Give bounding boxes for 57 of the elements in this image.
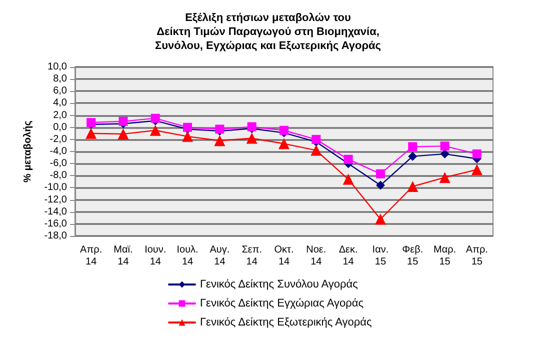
y-tick-label: 10,0 — [48, 62, 68, 72]
y-tick-label: -10,0 — [44, 182, 68, 194]
y-tick-label: -2,0 — [50, 134, 68, 145]
point — [376, 169, 385, 178]
x-tick-label: Απρ. 15 — [466, 244, 488, 268]
point — [408, 142, 418, 152]
legend-label: Γενικός Δείκτης Εγχώριας Αγοράς — [200, 298, 364, 310]
point — [408, 152, 418, 161]
point — [278, 138, 290, 150]
point — [118, 116, 128, 126]
point — [150, 114, 160, 123]
x-tick-label: Ιουν. 14 — [144, 244, 166, 268]
point — [280, 126, 288, 135]
y-tick-label: 2,0 — [53, 110, 68, 121]
x-tick-label: Ιαν. 15 — [372, 244, 389, 268]
y-tick-label: -14,0 — [44, 206, 68, 218]
point — [342, 174, 354, 185]
point — [312, 134, 321, 144]
y-tick-label: -8,0 — [50, 170, 68, 182]
legend-label: Γενικός Δείκτης Εξωτερικής Αγοράς — [200, 316, 372, 328]
y-tick-label: 0,0 — [53, 122, 68, 133]
point — [440, 142, 450, 151]
y-tick-label: -18,0 — [44, 230, 68, 242]
x-tick-label: Δεκ. 14 — [338, 244, 358, 268]
point — [246, 132, 258, 144]
x-tick-label: Απρ. 14 — [80, 244, 102, 268]
y-tick-label: 8,0 — [53, 74, 68, 85]
y-tick-label: -6,0 — [50, 158, 68, 170]
x-tick-label: Μαρ. 15 — [433, 244, 456, 268]
x-tick-label: Ιουλ. 14 — [176, 244, 198, 268]
y-tick-label: -16,0 — [44, 218, 68, 230]
point — [376, 180, 385, 190]
point — [472, 149, 482, 158]
point — [150, 124, 161, 136]
x-tick-label: Φεβ. 15 — [402, 244, 424, 268]
point — [310, 144, 322, 156]
x-tick-label: Μαϊ. 14 — [114, 244, 133, 268]
point — [407, 181, 418, 192]
legend-label: Γενικός Δείκτης Συνόλου Αγοράς — [200, 278, 358, 290]
point — [344, 154, 353, 164]
point — [471, 164, 482, 176]
point — [86, 128, 97, 139]
x-tick-label: Οκτ. 14 — [274, 244, 294, 268]
y-tick-label: 4,0 — [53, 98, 68, 109]
chart-title: Εξέλιξη ετήσιων μεταβολών του Δείκτη Τιμών Παραγωγού στη Βιομηχανία, Συνόλου, Εγχώριας και Εξωτερικής Αγοράς — [154, 12, 382, 52]
point — [374, 214, 386, 225]
x-tick-label: Σεπ. 14 — [242, 244, 262, 268]
y-tick-label: 6,0 — [53, 86, 68, 97]
point — [118, 128, 129, 140]
y-tick-label: -4,0 — [50, 146, 68, 157]
x-tick-label: Νοε. 14 — [306, 244, 326, 268]
point — [214, 135, 226, 146]
y-tick-label: -12,0 — [44, 194, 68, 206]
point — [182, 130, 194, 142]
y-axis-title: % μεταβολής — [22, 120, 34, 182]
x-tick-label: Αυγ. 14 — [210, 244, 230, 268]
point — [439, 172, 450, 183]
